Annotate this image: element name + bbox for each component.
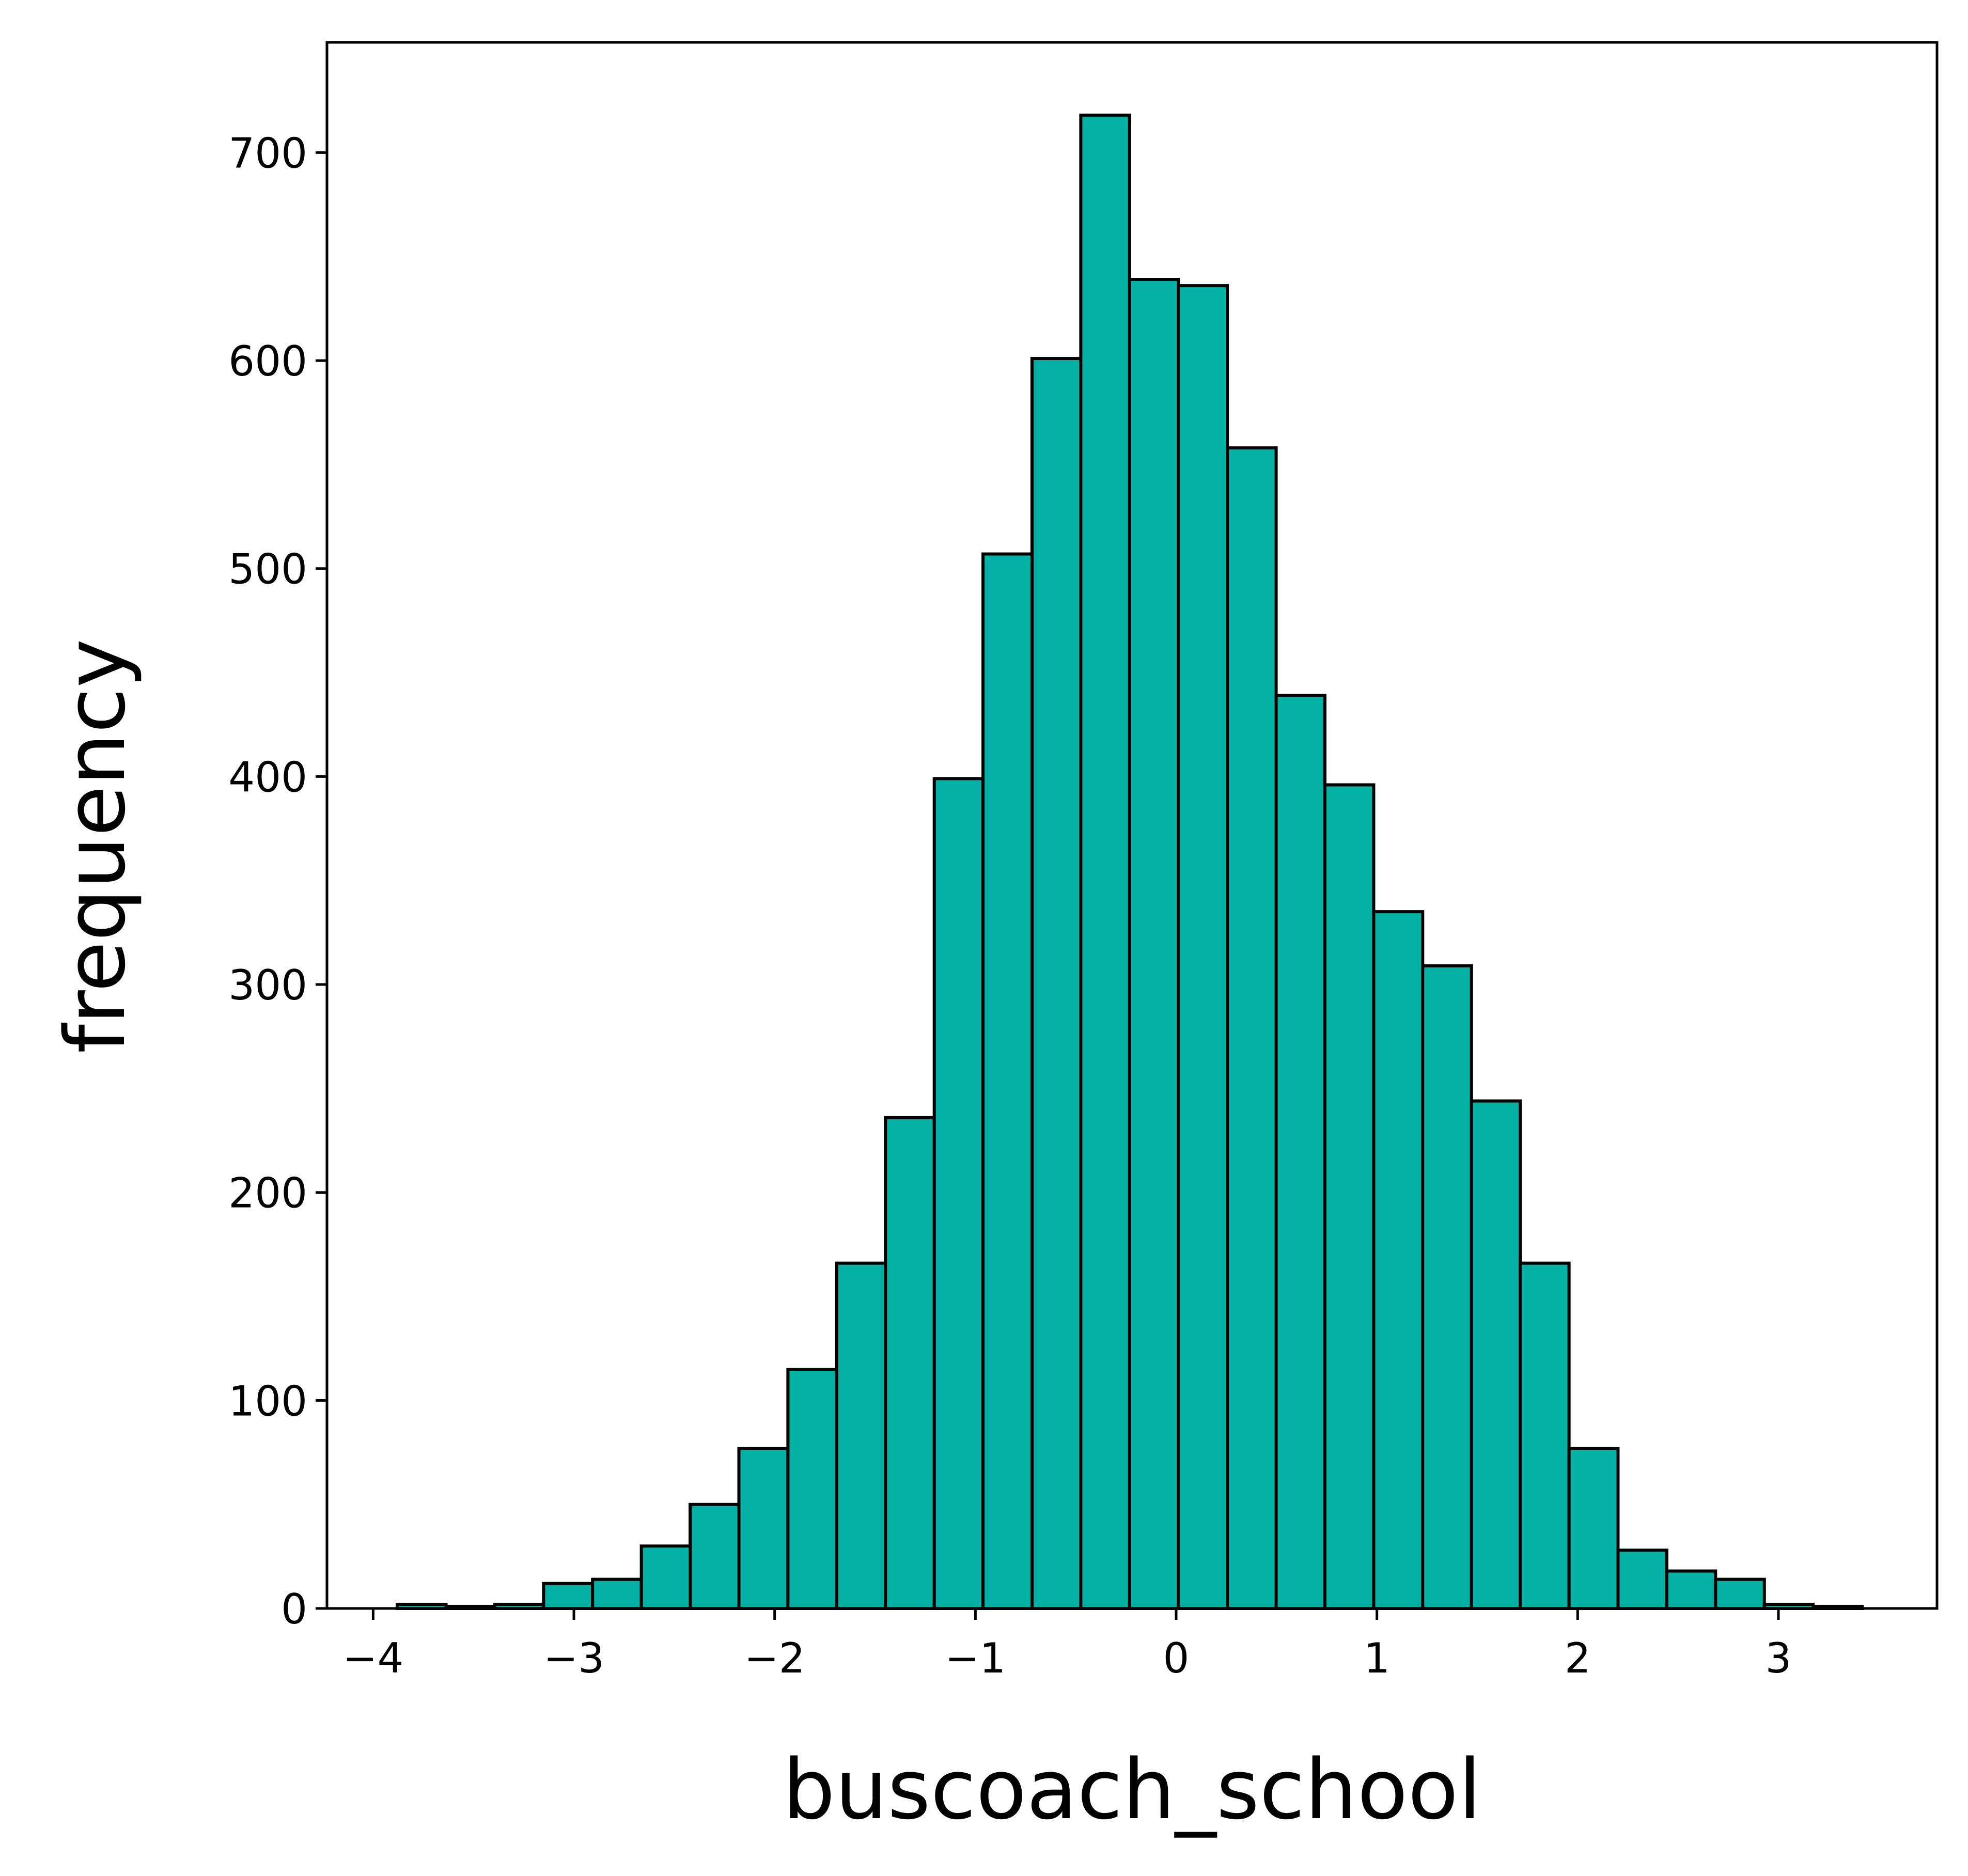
histogram-bar: [1372, 910, 1425, 1610]
histogram-bar: [1128, 278, 1180, 1611]
histogram-bar: [1616, 1549, 1668, 1611]
bar-group: [396, 113, 1864, 1611]
x-tick-label: 0: [1163, 1634, 1190, 1682]
x-tick-label: 1: [1364, 1634, 1390, 1682]
histogram-bar: [1226, 446, 1278, 1611]
histogram-bar: [1274, 694, 1326, 1610]
histogram-bar: [884, 1116, 936, 1610]
y-tick-label: 600: [228, 337, 307, 385]
histogram-bar: [981, 552, 1034, 1610]
histogram-bar: [1470, 1099, 1522, 1611]
histogram-bar: [1079, 113, 1131, 1610]
y-tick-label: 0: [281, 1585, 307, 1633]
x-axis-title: buscoach_school: [783, 1741, 1481, 1838]
histogram-bar: [1421, 964, 1473, 1610]
histogram-bar: [1030, 357, 1083, 1611]
plot-frame: [325, 41, 1939, 1610]
histogram-bar: [1714, 1577, 1766, 1611]
y-tick-label: 100: [228, 1377, 307, 1425]
x-tick-label: −2: [744, 1634, 805, 1682]
y-tick-label: 700: [228, 129, 307, 177]
histogram-bar: [1177, 284, 1229, 1610]
histogram-bar: [1519, 1261, 1571, 1611]
x-tick-label: −4: [342, 1634, 403, 1682]
y-axis-ticks: 0 100 200 300 400 500 600 700: [228, 129, 327, 1633]
y-tick-label: 300: [228, 961, 307, 1009]
histogram-bar: [932, 777, 985, 1610]
x-tick-label: −1: [945, 1634, 1006, 1682]
y-axis-title: frequency: [47, 639, 144, 1054]
y-tick-label: 400: [228, 753, 307, 801]
histogram-bar: [689, 1503, 741, 1610]
histogram-bar: [737, 1446, 790, 1610]
histogram-bar: [1665, 1569, 1717, 1611]
histogram-bar: [786, 1367, 838, 1610]
x-tick-label: 2: [1565, 1634, 1591, 1682]
histogram-bar: [639, 1544, 692, 1610]
histogram-bar: [835, 1261, 887, 1611]
histogram-bar: [542, 1582, 595, 1611]
histogram-bar: [1323, 783, 1376, 1610]
y-tick-label: 200: [228, 1169, 307, 1217]
x-axis-ticks: −4 −3 −2 −1 0 1 2 3: [342, 1608, 1791, 1682]
y-tick-label: 500: [228, 545, 307, 593]
x-tick-label: 3: [1766, 1634, 1792, 1682]
x-tick-label: −3: [543, 1634, 604, 1682]
histogram-bar: [591, 1577, 643, 1611]
histogram-bar: [1567, 1446, 1620, 1610]
